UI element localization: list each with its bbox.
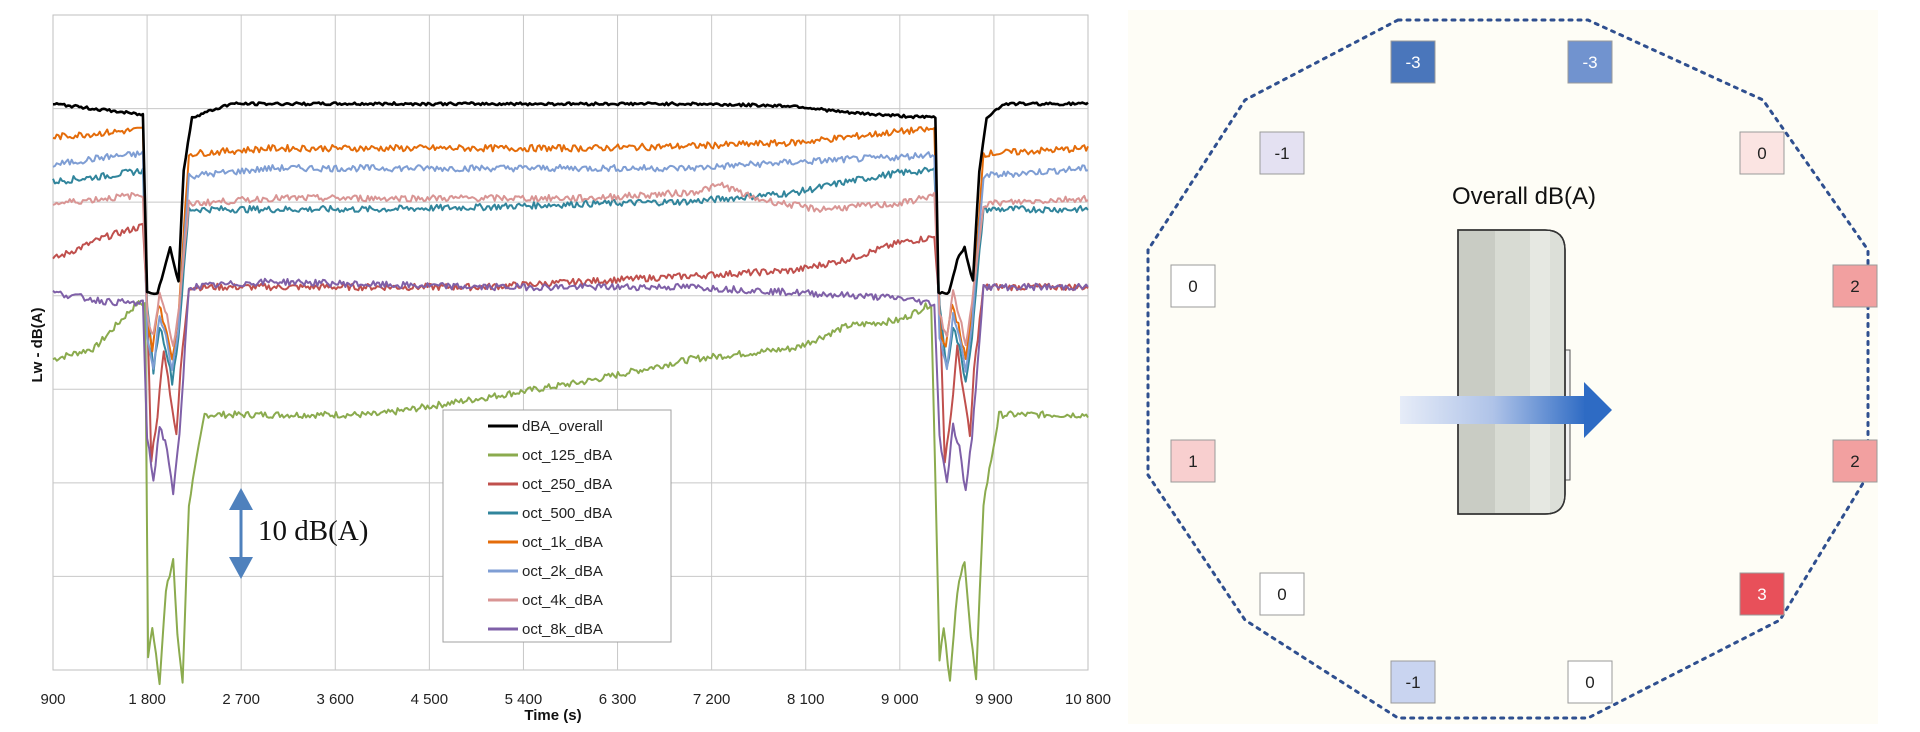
legend-label: oct_125_dBA: [522, 447, 612, 464]
scale-arrow-head-up: [229, 488, 253, 510]
x-tick-label: 9 000: [881, 691, 919, 708]
badge-box: [1170, 264, 1216, 308]
badge-box: [1390, 40, 1436, 84]
series-line-oct_1k_dBA: [52, 126, 1089, 361]
legend: dBA_overall oct_125_dBA oct_250_dBA oct_500…: [442, 409, 672, 643]
machine-icon: [1457, 229, 1571, 515]
machine-outline: [1457, 229, 1566, 515]
x-tick-label: 8 100: [787, 691, 825, 708]
measurement-surface-outline: [1146, 18, 1870, 720]
badge-box: [1390, 660, 1436, 704]
position-badge-top-left: -3: [1390, 40, 1436, 84]
badge-value: 0: [1277, 585, 1286, 604]
x-tick-label: 7 200: [693, 691, 731, 708]
legend-label: oct_8k_dBA: [522, 621, 603, 638]
series-line-oct_2k_dBA: [52, 150, 1089, 373]
flow-arrow: [1400, 382, 1612, 438]
badge-value: -1: [1405, 673, 1420, 692]
legend-items: dBA_overall oct_125_dBA oct_250_dBA oct_500…: [488, 418, 612, 638]
directivity-diagram: Overall dB(A) -3 -3 -1 0 0 2 1 2 0 3 -1 0: [1128, 10, 1878, 724]
badge-value: 1: [1188, 452, 1197, 471]
legend-box: [442, 409, 672, 643]
series-line-oct_500_dBA: [52, 166, 1089, 386]
badge-box: [1259, 572, 1305, 616]
machine-panel-1: [1459, 231, 1495, 513]
series-line-dBA_overall: [52, 101, 1089, 296]
line-chart: 900 1 800 2 700 3 600 4 500 5 400 6 300 7 200 8 …: [29, 14, 1111, 724]
flow-arrow-shaft: [1400, 396, 1586, 424]
x-tick-label: 5 400: [505, 691, 543, 708]
badge-value: 3: [1757, 585, 1766, 604]
position-badge-bottom-upper-left: 0: [1259, 572, 1305, 616]
badge-box: [1567, 40, 1613, 84]
position-badge-lower-right: 2: [1832, 439, 1878, 483]
position-badge-bottom-left: -1: [1390, 660, 1436, 704]
badge-value: -3: [1582, 53, 1597, 72]
machine-panel-3: [1530, 231, 1550, 513]
legend-label: oct_500_dBA: [522, 505, 612, 522]
scale-arrow-head-down: [229, 557, 253, 579]
x-tick-label: 3 600: [316, 691, 354, 708]
badge-box: [1567, 660, 1613, 704]
badge-box: [1832, 439, 1878, 483]
x-tick-label: 900: [40, 691, 65, 708]
x-tick-labels: 900 1 800 2 700 3 600 4 500 5 400 6 300 7 200 8 …: [40, 691, 1110, 708]
position-badge-top-right: -3: [1567, 40, 1613, 84]
y-axis-title: Lw - dB(A): [29, 308, 46, 383]
badge-value: 0: [1188, 277, 1197, 296]
diagram-title: Overall dB(A): [1452, 183, 1596, 210]
position-badge-mid-left: 0: [1170, 264, 1216, 308]
series-line-oct_125_dBA: [52, 300, 1089, 686]
position-badges: -3 -3 -1 0 0 2 1 2 0 3 -1 0: [1170, 40, 1878, 704]
scale-annotation: 10 dB(A): [229, 488, 368, 579]
series-line-oct_4k_dBA: [52, 181, 1089, 347]
position-badge-upper-left: -1: [1259, 131, 1305, 175]
badge-value: -1: [1274, 144, 1289, 163]
position-badge-lower-left: 1: [1170, 439, 1216, 483]
badge-value: 0: [1585, 673, 1594, 692]
x-tick-label: 1 800: [128, 691, 166, 708]
flow-arrow-head: [1584, 382, 1612, 438]
x-tick-label: 9 900: [975, 691, 1013, 708]
series-line-oct_8k_dBA: [52, 277, 1089, 496]
machine-panel-2: [1495, 231, 1530, 513]
series-lines: [52, 101, 1089, 686]
legend-label: dBA_overall: [522, 418, 603, 435]
position-badge-upper-right: 0: [1739, 131, 1785, 175]
position-badge-bottom-right: 0: [1567, 660, 1613, 704]
x-tick-label: 2 700: [222, 691, 260, 708]
badge-value: -3: [1405, 53, 1420, 72]
series-line-oct_250_dBA: [52, 222, 1089, 464]
badge-box: [1170, 439, 1216, 483]
x-axis-title: Time (s): [524, 707, 581, 724]
badge-value: 0: [1757, 144, 1766, 163]
position-badge-bottom-upper-right: 3: [1739, 572, 1785, 616]
badge-box: [1739, 572, 1785, 616]
badge-value: 2: [1850, 277, 1859, 296]
legend-label: oct_250_dBA: [522, 476, 612, 493]
scale-label: 10 dB(A): [258, 515, 368, 547]
badge-box: [1739, 131, 1785, 175]
badge-box: [1832, 264, 1878, 308]
position-badge-mid-right: 2: [1832, 264, 1878, 308]
legend-label: oct_1k_dBA: [522, 534, 603, 551]
x-tick-label: 6 300: [599, 691, 637, 708]
x-tick-label: 10 800: [1065, 691, 1111, 708]
badge-box: [1259, 131, 1305, 175]
legend-label: oct_2k_dBA: [522, 563, 603, 580]
legend-label: oct_4k_dBA: [522, 592, 603, 609]
badge-value: 2: [1850, 452, 1859, 471]
x-tick-label: 4 500: [411, 691, 449, 708]
